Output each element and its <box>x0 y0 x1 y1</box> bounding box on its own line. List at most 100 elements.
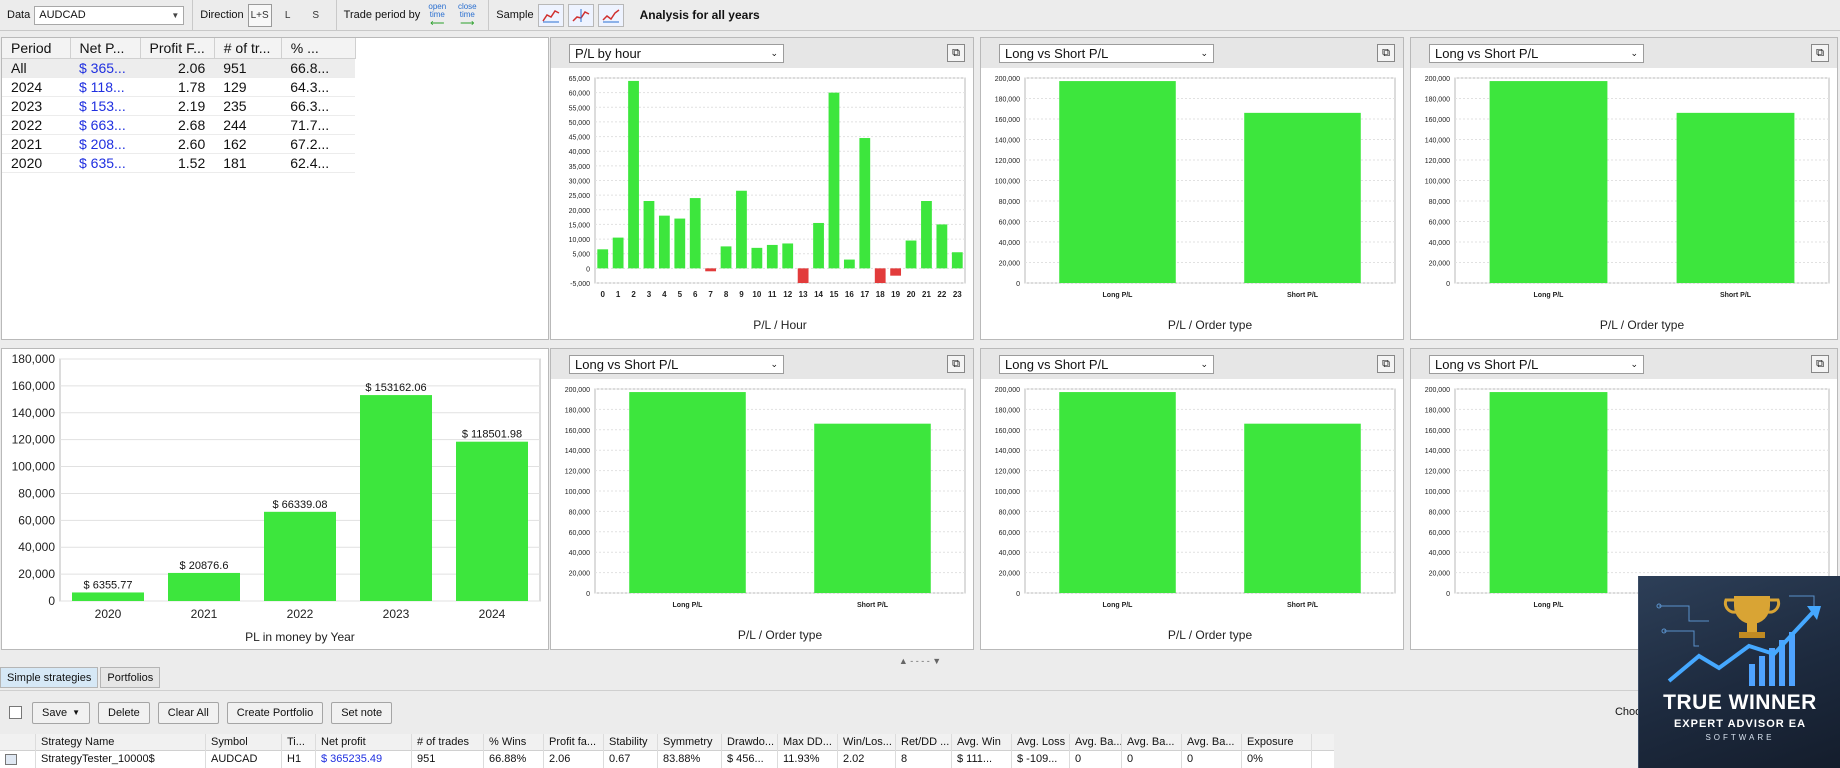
true-winner-logo: TRUE WINNER EXPERT ADVISOR EA SOFTWARE <box>1638 576 1840 768</box>
grid-column-header[interactable]: Symmetry <box>658 733 722 751</box>
y-tick-label: 80,000 <box>1429 509 1451 516</box>
long-short-chart-1: 200,000 180,000 160,000 140,000 120,000 100,0… <box>995 76 1396 332</box>
column-header-percent[interactable]: % ... <box>281 38 356 59</box>
maximize-icon[interactable]: ⧉ <box>947 355 965 373</box>
logo-tagline: SOFTWARE <box>1705 733 1775 742</box>
delete-button[interactable]: Delete <box>98 701 150 724</box>
table-row[interactable]: 2020 $ 635... 1.52 181 62.4... <box>2 153 356 173</box>
grid-header-row: Strategy Name Symbol Ti... Net profit # of t… <box>0 733 1334 751</box>
y-tick-label: 50,000 <box>569 120 591 127</box>
grid-column-header[interactable]: Avg. Ba... <box>1182 733 1242 751</box>
chart-type-value: Long vs Short P/L <box>1435 357 1539 372</box>
direction-long-button[interactable]: L <box>284 9 291 21</box>
grid-column-header[interactable]: Ret/DD ... <box>896 733 952 751</box>
maximize-icon[interactable]: ⧉ <box>1811 355 1829 373</box>
create-portfolio-button[interactable]: Create Portfolio <box>226 701 324 724</box>
table-row[interactable]: 2023 $ 153... 2.19 235 66.3... <box>2 96 356 116</box>
grid-column-header[interactable]: Net profit <box>316 733 412 751</box>
out-of-sample-chart-icon[interactable] <box>567 3 594 27</box>
tab-simple-strategies[interactable]: Simple strategies <box>0 667 99 688</box>
y-tick-label: 80,000 <box>999 199 1021 206</box>
y-tick-label: 100,000 <box>12 460 56 474</box>
grid-column-header[interactable]: Strategy Name <box>36 733 206 751</box>
y-tick-label: 30,000 <box>569 179 591 186</box>
table-row[interactable]: 2022 $ 663... 2.68 244 71.7... <box>2 115 356 135</box>
open-time-button[interactable]: open time ⟵ <box>424 2 450 29</box>
y-tick-label: 0 <box>1016 591 1020 598</box>
grid-column-header[interactable]: % Wins <box>484 733 544 751</box>
grid-column-header[interactable]: Avg. Ba... <box>1122 733 1182 751</box>
grid-column-header[interactable]: Avg. Ba... <box>1070 733 1122 751</box>
direction-short-button[interactable]: S <box>312 9 319 21</box>
chart-type-value: Long vs Short P/L <box>575 357 679 372</box>
symbol-select[interactable]: AUDCAD ▼ <box>34 5 185 25</box>
row-select-checkbox[interactable] <box>0 751 36 768</box>
grid-cell: 0 <box>1070 751 1122 768</box>
y-tick-label: 15,000 <box>569 222 591 229</box>
chart-type-select[interactable]: Long vs Short P/L ⌄ <box>999 44 1214 63</box>
chart-type-select[interactable]: P/L by hour ⌄ <box>569 44 784 63</box>
grid-column-header[interactable]: # of trades <box>412 733 484 751</box>
table-row[interactable]: 2021 $ 208... 2.60 162 67.2... <box>2 134 356 154</box>
bar <box>705 268 717 272</box>
strategy-tabs: Simple strategies Portfolios <box>0 667 161 689</box>
table-row[interactable]: 2024 $ 118... 1.78 129 64.3... <box>2 77 356 97</box>
maximize-icon[interactable]: ⧉ <box>1811 44 1829 62</box>
grid-column-header[interactable]: Stability <box>604 733 658 751</box>
column-header-net-profit[interactable]: Net P... <box>70 38 141 59</box>
x-tick-label: 11 <box>768 290 777 299</box>
maximize-icon[interactable]: ⧉ <box>1377 44 1395 62</box>
grid-column-header[interactable]: Drawdo... <box>722 733 778 751</box>
pl-by-hour-chart: 65,00060,00055,00050,00045,00040,00035,0… <box>569 76 966 332</box>
chart-type-select[interactable]: Long vs Short P/L ⌄ <box>569 355 784 374</box>
column-header-period[interactable]: Period <box>2 38 71 59</box>
clear-all-button[interactable]: Clear All <box>157 701 219 724</box>
table-row[interactable]: All $ 365... 2.06 951 66.8... <box>2 58 356 78</box>
profit-factor-cell: 2.68 <box>140 115 215 135</box>
grid-column-header[interactable]: Symbol <box>206 733 282 751</box>
chart-type-select[interactable]: Long vs Short P/L ⌄ <box>999 355 1214 374</box>
column-header-profit-factor[interactable]: Profit F... <box>140 38 215 59</box>
analysis-title: Analysis for all years <box>639 8 760 22</box>
set-note-button[interactable]: Set note <box>331 701 393 724</box>
y-tick-label: 20,000 <box>1429 261 1451 268</box>
direction-long-short-button[interactable]: L+S <box>247 3 272 27</box>
y-tick-label: 40,000 <box>999 240 1021 247</box>
close-time-button[interactable]: close time ⟶ <box>454 2 480 28</box>
long-short-panel-4: Long vs Short P/L ⌄ ⧉ 200,000 180,000 160,0… <box>980 348 1404 650</box>
grid-column-header[interactable]: Avg. Loss <box>1012 733 1070 751</box>
column-header-trades[interactable]: # of tr... <box>214 38 282 59</box>
grid-column-header[interactable]: Exposure <box>1242 733 1312 751</box>
y-tick-label: 60,000 <box>1429 220 1451 227</box>
in-sample-chart-icon[interactable] <box>537 3 564 27</box>
percent-cell: 66.3... <box>281 96 356 116</box>
grid-column-header[interactable]: Avg. Win <box>952 733 1012 751</box>
net-profit-cell: $ 208... <box>70 134 140 154</box>
save-button[interactable]: Save ▼ <box>32 701 90 724</box>
grid-column-header[interactable]: Ti... <box>282 733 316 751</box>
chart-type-select[interactable]: Long vs Short P/L ⌄ <box>1429 355 1644 374</box>
select-all-checkbox[interactable] <box>9 706 22 719</box>
chevron-down-icon: ⌄ <box>770 48 778 58</box>
summary-table-panel: Period Net P... Profit F... # of tr... %… <box>1 37 549 340</box>
grid-column-header[interactable]: Max DD... <box>778 733 838 751</box>
grid-column-header[interactable]: Profit fa... <box>544 733 604 751</box>
y-tick-label: 100,000 <box>565 489 590 496</box>
y-tick-label: 140,000 <box>12 406 56 420</box>
arrow-left-icon: ⟵ <box>430 17 445 29</box>
table-row[interactable]: StrategyTester_10000$ AUDCAD H1 $ 365235.49… <box>0 751 1334 768</box>
tab-portfolios[interactable]: Portfolios <box>100 667 161 688</box>
trades-cell: 244 <box>214 115 282 135</box>
chart-type-select[interactable]: Long vs Short P/L ⌄ <box>1429 44 1644 63</box>
full-sample-chart-icon[interactable] <box>597 3 624 27</box>
net-profit-cell: $ 663... <box>70 115 140 135</box>
maximize-icon[interactable]: ⧉ <box>1377 355 1395 373</box>
close-time-label-2: time <box>459 9 475 19</box>
long-short-panel-3: Long vs Short P/L ⌄ ⧉ 200,000 180,000 160,0… <box>550 348 974 650</box>
x-axis-title: P/L / Order type <box>1168 628 1253 642</box>
y-tick-label: 0 <box>586 266 590 273</box>
grid-column-header[interactable]: Win/Los... <box>838 733 896 751</box>
net-profit-cell: $ 365... <box>70 58 140 78</box>
maximize-icon[interactable]: ⧉ <box>947 44 965 62</box>
splitter-handle[interactable]: ▲ - - - - ▼ <box>898 656 942 666</box>
